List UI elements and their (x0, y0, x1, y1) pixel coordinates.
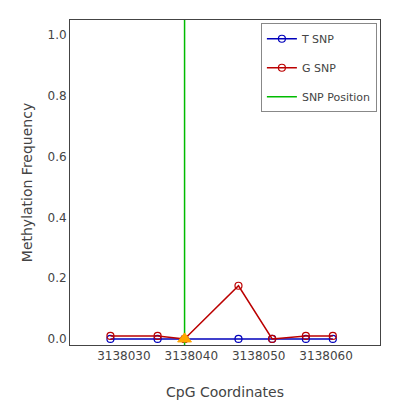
svg-text:0.4: 0.4 (48, 211, 67, 225)
svg-text:0.8: 0.8 (48, 89, 67, 103)
svg-text:3138040: 3138040 (165, 349, 218, 363)
svg-text:0.2: 0.2 (48, 271, 67, 285)
svg-text:3138060: 3138060 (299, 349, 352, 363)
svg-text:3138050: 3138050 (232, 349, 285, 363)
svg-text:Methylation Frequency: Methylation Frequency (19, 103, 35, 262)
svg-text:1.0: 1.0 (48, 28, 67, 42)
svg-text:CpG Coordinates: CpG Coordinates (166, 384, 284, 400)
svg-text:T SNP: T SNP (301, 33, 334, 46)
svg-text:3138030: 3138030 (97, 349, 150, 363)
svg-text:G SNP: G SNP (302, 62, 336, 75)
svg-text:0.0: 0.0 (48, 332, 67, 346)
svg-text:SNP Position: SNP Position (302, 91, 370, 104)
svg-text:0.6: 0.6 (48, 150, 67, 164)
